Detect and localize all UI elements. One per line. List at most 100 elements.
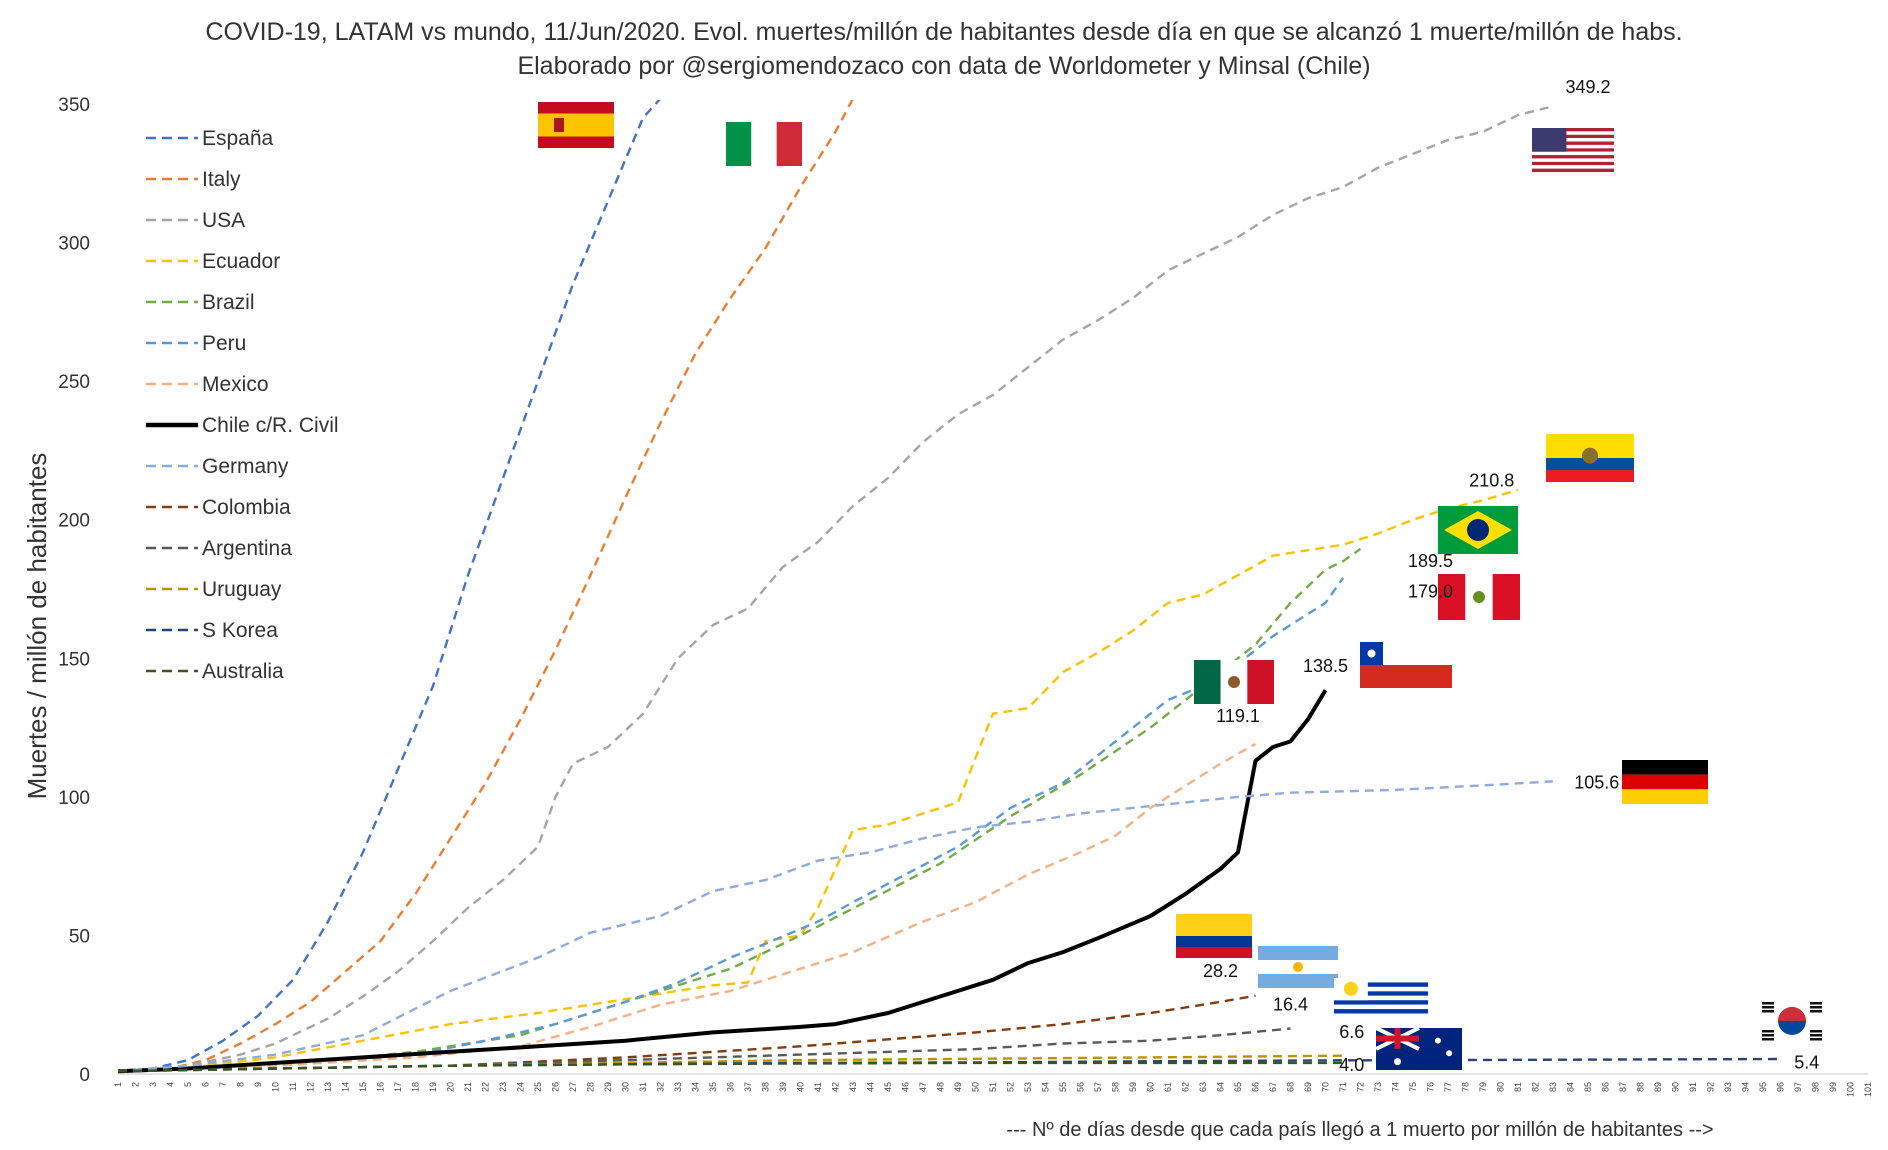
x-tick-label: 17 <box>393 1082 403 1092</box>
x-tick-label: 25 <box>533 1082 543 1092</box>
legend-label-uruguay: Uruguay <box>202 578 282 601</box>
x-tick-label: 96 <box>1776 1082 1786 1092</box>
x-tick-label: 21 <box>463 1082 473 1092</box>
chart-title-line2: Elaborado por @sergiomendozaco con data … <box>517 52 1370 80</box>
x-tick-label: 6 <box>201 1082 211 1087</box>
y-tick-label: 150 <box>58 649 90 670</box>
y-tick-label: 100 <box>58 788 90 809</box>
y-axis-ticks: 0 50 100 150 200 250 300 350 <box>58 95 90 1086</box>
usa-flag <box>1532 128 1614 172</box>
x-tick-label: 82 <box>1531 1082 1541 1092</box>
data-label: 179.0 <box>1408 581 1453 601</box>
chart-title-line1: COVID-19, LATAM vs mundo, 11/Jun/2020. E… <box>205 18 1682 46</box>
x-tick-label: 79 <box>1478 1082 1488 1092</box>
data-label: 16.4 <box>1273 994 1308 1014</box>
x-tick-label: 43 <box>848 1082 858 1092</box>
data-label: 5.4 <box>1794 1052 1819 1072</box>
x-tick-label: 56 <box>1076 1082 1086 1092</box>
x-tick-label: 67 <box>1268 1082 1278 1092</box>
series-line-peru <box>117 577 1344 1073</box>
legend-label-australia: Australia <box>202 660 284 683</box>
legend: España Italy USA Ecuador Brazil Peru Mexico Chi… <box>146 127 339 683</box>
x-tick-label: 51 <box>988 1082 998 1092</box>
data-label: 6.6 <box>1339 1022 1364 1042</box>
x-tick-label: 75 <box>1408 1082 1418 1092</box>
x-tick-label: 86 <box>1601 1082 1611 1092</box>
x-tick-label: 77 <box>1443 1082 1453 1092</box>
flag-icons <box>538 102 1830 1070</box>
x-tick-label: 93 <box>1723 1082 1733 1092</box>
x-tick-label: 91 <box>1688 1082 1698 1092</box>
x-tick-label: 28 <box>586 1082 596 1092</box>
data-label: 189.5 <box>1408 551 1453 571</box>
x-tick-label: 92 <box>1706 1082 1716 1092</box>
x-tick-label: 40 <box>796 1082 806 1092</box>
x-tick-label: 34 <box>691 1082 701 1092</box>
x-tick-label: 100 <box>1846 1082 1856 1097</box>
x-tick-label: 38 <box>761 1082 771 1092</box>
y-tick-label: 350 <box>58 95 90 116</box>
series-lines <box>117 100 1781 1074</box>
x-tick-label: 59 <box>1128 1082 1138 1092</box>
x-tick-label: 44 <box>866 1082 876 1092</box>
legend-label-germany: Germany <box>202 455 289 478</box>
series-line-germany <box>117 780 1554 1073</box>
x-tick-label: 46 <box>901 1082 911 1092</box>
x-tick-label: 30 <box>621 1082 631 1092</box>
x-tick-label: 62 <box>1181 1082 1191 1092</box>
legend-label-s-korea: S Korea <box>202 619 278 642</box>
x-tick-label: 80 <box>1496 1082 1506 1092</box>
x-tick-label: 73 <box>1373 1082 1383 1092</box>
x-tick-label: 52 <box>1006 1082 1016 1092</box>
data-label: 119.1 <box>1216 706 1260 726</box>
legend-label-mexico: Mexico <box>202 373 269 396</box>
x-tick-label: 31 <box>638 1082 648 1092</box>
x-tick-label: 74 <box>1391 1082 1401 1092</box>
x-tick-label: 83 <box>1548 1082 1558 1092</box>
y-tick-label: 300 <box>58 234 90 255</box>
series-line-australia <box>117 1061 1343 1073</box>
data-labels: 349.2 210.8 189.5 179.0 138.5 119.1 105.6 28.2 1… <box>1203 77 1819 1075</box>
brazil-flag <box>1438 506 1518 554</box>
s-korea-flag <box>1754 996 1830 1046</box>
series-line-brazil <box>117 547 1362 1073</box>
x-tick-label: 101 <box>1863 1082 1873 1097</box>
x-tick-label: 99 <box>1828 1082 1838 1092</box>
x-tick-label: 27 <box>568 1082 578 1092</box>
x-tick-label: 41 <box>813 1082 823 1092</box>
x-tick-label: 42 <box>831 1082 841 1092</box>
x-tick-label: 72 <box>1356 1082 1366 1092</box>
y-tick-label: 0 <box>79 1065 90 1086</box>
x-tick-label: 39 <box>778 1082 788 1092</box>
x-tick-label: 35 <box>708 1082 718 1092</box>
x-tick-label: 10 <box>271 1082 281 1092</box>
x-tick-label: 53 <box>1023 1082 1033 1092</box>
x-tick-label: 87 <box>1618 1082 1628 1092</box>
x-tick-label: 68 <box>1286 1082 1296 1092</box>
y-axis-label: Muertes / millón de habitantes <box>22 453 52 800</box>
legend-label-argentina: Argentina <box>202 537 292 560</box>
legend-label-brazil: Brazil <box>202 291 255 314</box>
x-tick-label: 69 <box>1303 1082 1313 1092</box>
españa-flag <box>538 102 614 148</box>
x-tick-label: 60 <box>1146 1082 1156 1092</box>
x-tick-label: 26 <box>551 1082 561 1092</box>
x-tick-label: 2 <box>131 1082 141 1087</box>
x-tick-label: 71 <box>1338 1082 1348 1092</box>
x-tick-label: 18 <box>411 1082 421 1092</box>
australia-flag <box>1375 1026 1462 1070</box>
x-tick-label: 32 <box>656 1082 666 1092</box>
x-tick-label: 55 <box>1058 1082 1068 1092</box>
x-tick-label: 9 <box>253 1082 263 1087</box>
y-tick-label: 50 <box>69 926 90 947</box>
data-label: 105.6 <box>1574 773 1619 793</box>
x-tick-label: 5 <box>183 1082 193 1087</box>
series-line-mexico <box>117 742 1257 1073</box>
chile-flag <box>1360 642 1452 688</box>
x-tick-label: 1 <box>113 1082 123 1087</box>
x-tick-label: 88 <box>1636 1082 1646 1092</box>
series-line-s-korea <box>117 1057 1781 1073</box>
x-tick-label: 36 <box>726 1082 736 1092</box>
x-tick-label: 81 <box>1513 1082 1523 1092</box>
